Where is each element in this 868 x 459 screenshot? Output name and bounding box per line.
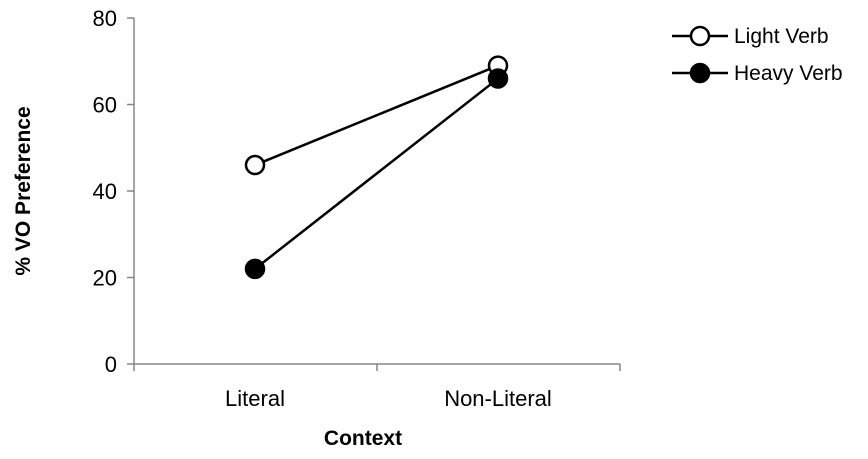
x-axis-title: Context [324, 427, 402, 450]
x-ticks: Literal Non-Literal [133, 364, 621, 411]
legend-label-heavy-verb: Heavy Verb [734, 62, 843, 85]
y-tick-label: 20 [93, 266, 117, 291]
axes: 0 20 40 60 80 Literal Non-Literal [93, 6, 621, 411]
series-line-heavy-verb [254, 77, 499, 270]
legend-marker-heavy-verb [689, 62, 711, 84]
y-axis-title: % VO Preference [12, 106, 35, 275]
series-layer [244, 55, 509, 280]
legend: Light Verb Heavy Verb [672, 25, 843, 85]
series-line-light-verb [254, 64, 499, 167]
x-tick-label: Non-Literal [444, 386, 552, 411]
y-tick-label: 0 [105, 352, 117, 377]
legend-label-light-verb: Light Verb [734, 25, 829, 48]
legend-marker-light-verb [689, 25, 711, 47]
y-ticks: 0 20 40 60 80 [93, 6, 134, 377]
x-tick-label: Literal [225, 386, 285, 411]
y-tick-label: 80 [93, 6, 117, 31]
data-point-light-verb [244, 154, 266, 176]
data-point-heavy-verb [487, 68, 509, 89]
y-tick-label: 60 [93, 93, 117, 118]
y-tick-label: 40 [93, 179, 117, 204]
data-point-heavy-verb [244, 258, 266, 280]
